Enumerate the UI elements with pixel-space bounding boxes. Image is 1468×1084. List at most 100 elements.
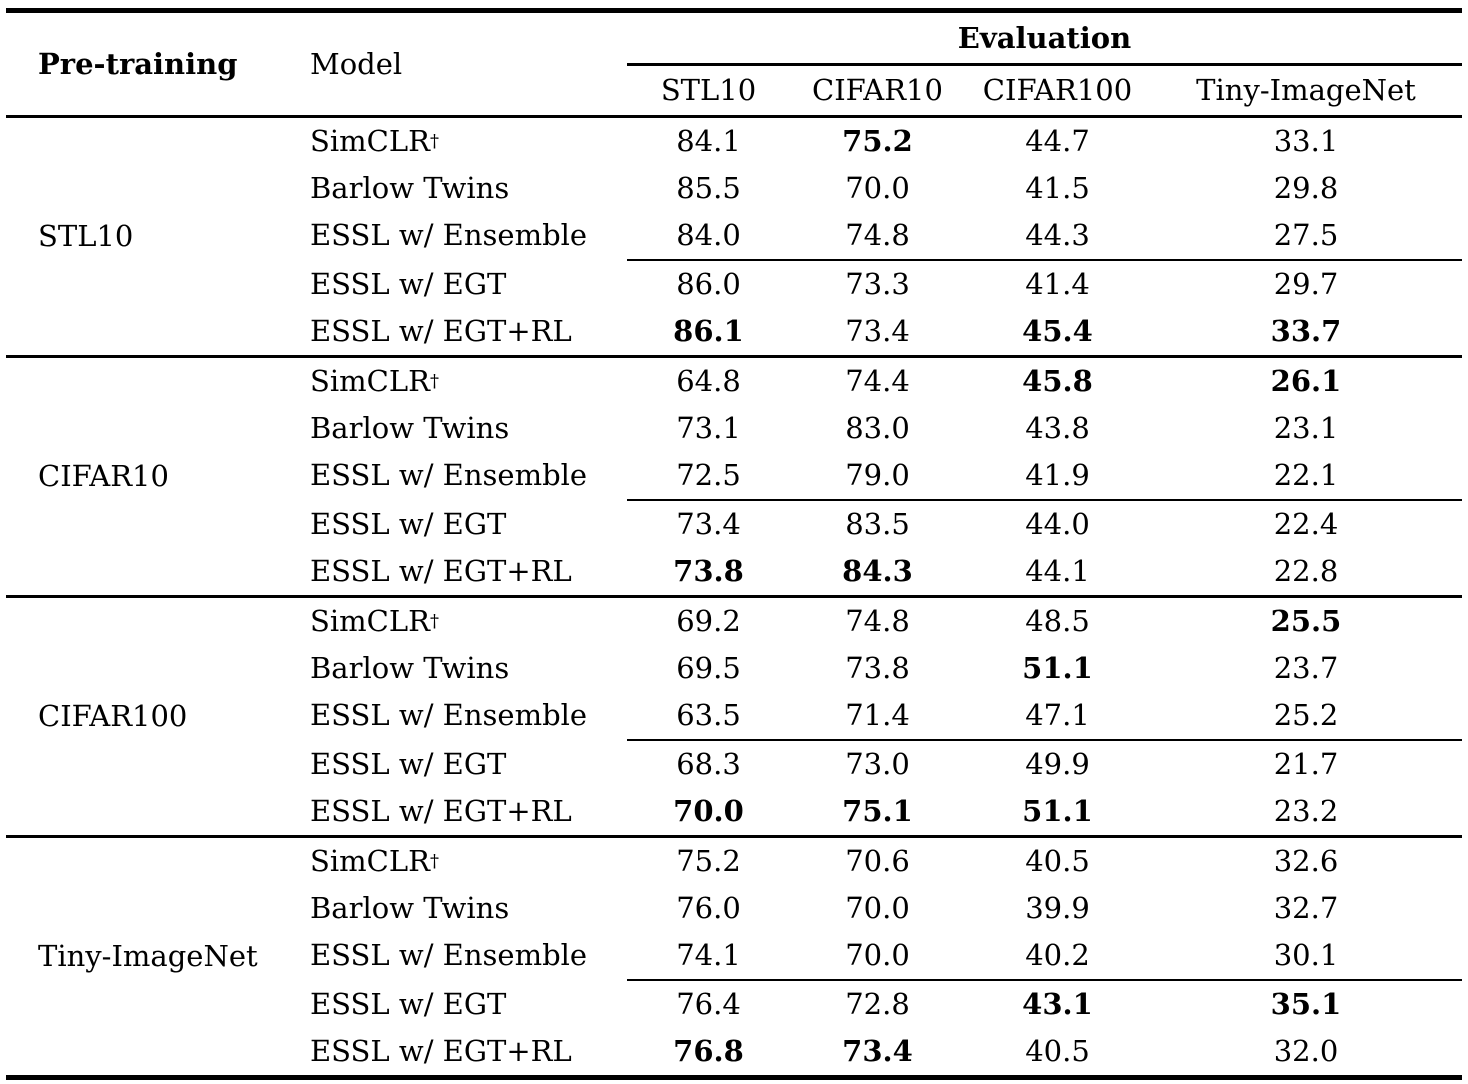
value-cell: 32.0 bbox=[1273, 1034, 1339, 1068]
value-cell: 22.8 bbox=[1273, 554, 1339, 588]
value-cell: 32.6 bbox=[1273, 844, 1339, 878]
value-cell: 27.5 bbox=[1273, 218, 1339, 252]
value-cell: 40.5 bbox=[1025, 844, 1090, 878]
table-row: ESSL w/ EGT 76.4 72.8 43.1 35.1 bbox=[306, 981, 1462, 1028]
table-body: STL10 SimCLR † 84.1 75.2 44.7 33.1 Barlow Twins… bbox=[6, 118, 1462, 1075]
value-cell: 45.4 bbox=[1022, 314, 1093, 348]
evaluation-underline bbox=[627, 63, 1462, 66]
column-header-tiny-imagenet: Tiny-ImageNet bbox=[1196, 73, 1416, 107]
value-cell: 23.1 bbox=[1273, 411, 1339, 445]
table-row: ESSL w/ EGT 73.4 83.5 44.0 22.4 bbox=[306, 501, 1462, 548]
value-cell: 73.4 bbox=[842, 1034, 913, 1068]
value-cell: 69.2 bbox=[676, 604, 741, 638]
value-cell: 73.0 bbox=[845, 747, 910, 781]
value-cell: 25.2 bbox=[1273, 698, 1339, 732]
pretraining-label: CIFAR10 bbox=[38, 459, 169, 493]
column-header-pretraining: Pre-training bbox=[38, 46, 238, 81]
value-cell: 23.2 bbox=[1273, 794, 1339, 828]
model-name: ESSL w/ EGT+RL bbox=[310, 314, 572, 348]
value-cell: 76.4 bbox=[676, 987, 741, 1021]
value-cell: 83.5 bbox=[845, 507, 910, 541]
value-cell: 86.0 bbox=[676, 267, 741, 301]
column-header-cifar100: CIFAR100 bbox=[982, 73, 1133, 107]
block-separator-rule bbox=[6, 355, 1462, 358]
model-name: ESSL w/ EGT+RL bbox=[310, 794, 572, 828]
value-cell: 49.9 bbox=[1025, 747, 1090, 781]
table-row: ESSL w/ Ensemble 72.5 79.0 41.9 22.1 bbox=[306, 452, 1462, 499]
table-row: ESSL w/ EGT 86.0 73.3 41.4 29.7 bbox=[306, 261, 1462, 308]
value-cell: 40.5 bbox=[1025, 1034, 1090, 1068]
value-cell: 84.1 bbox=[676, 124, 741, 158]
partial-mid-rule bbox=[627, 739, 1462, 741]
model-name: ESSL w/ EGT bbox=[310, 267, 507, 301]
model-name: ESSL w/ EGT+RL bbox=[310, 554, 572, 588]
model-name: ESSL w/ Ensemble bbox=[310, 698, 588, 732]
model-name: SimCLR † bbox=[310, 124, 439, 158]
pretraining-block-cifar10: CIFAR10 SimCLR † 64.8 74.4 45.8 26.1 Barlow Twi… bbox=[6, 358, 1462, 595]
table-row: ESSL w/ Ensemble 63.5 71.4 47.1 25.2 bbox=[306, 692, 1462, 739]
table-row: SimCLR † 64.8 74.4 45.8 26.1 bbox=[306, 358, 1462, 405]
value-cell: 25.5 bbox=[1270, 604, 1342, 638]
evaluation-header-group: Evaluation STL10 CIFAR10 CIFAR100 Tiny-Imag… bbox=[627, 13, 1462, 115]
model-name: SimCLR † bbox=[310, 364, 439, 398]
model-name: Barlow Twins bbox=[310, 651, 510, 685]
value-cell: 35.1 bbox=[1270, 987, 1342, 1021]
value-cell: 70.0 bbox=[673, 794, 744, 828]
table-row: Barlow Twins 73.1 83.0 43.8 23.1 bbox=[306, 405, 1462, 452]
value-cell: 41.5 bbox=[1025, 171, 1090, 205]
model-name: ESSL w/ EGT+RL bbox=[310, 1034, 572, 1068]
value-cell: 63.5 bbox=[676, 698, 741, 732]
value-cell: 73.4 bbox=[676, 507, 741, 541]
pretraining-block-stl10: STL10 SimCLR † 84.1 75.2 44.7 33.1 Barlow Twins… bbox=[6, 118, 1462, 355]
column-header-model: Model bbox=[310, 46, 403, 81]
table-row: ESSL w/ EGT+RL 76.8 73.4 40.5 32.0 bbox=[306, 1028, 1462, 1075]
block-separator-rule bbox=[6, 835, 1462, 838]
value-cell: 21.7 bbox=[1273, 747, 1339, 781]
evaluation-subheader-row: STL10 CIFAR10 CIFAR100 Tiny-ImageNet bbox=[627, 66, 1462, 115]
model-name: ESSL w/ EGT bbox=[310, 507, 507, 541]
pretraining-label: Tiny-ImageNet bbox=[38, 939, 258, 973]
value-cell: 39.9 bbox=[1025, 891, 1090, 925]
value-cell: 86.1 bbox=[673, 314, 744, 348]
value-cell: 70.0 bbox=[845, 891, 910, 925]
model-name: Barlow Twins bbox=[310, 891, 510, 925]
table-row: ESSL w/ EGT+RL 73.8 84.3 44.1 22.8 bbox=[306, 548, 1462, 595]
value-cell: 79.0 bbox=[845, 458, 910, 492]
model-name: Barlow Twins bbox=[310, 171, 510, 205]
value-cell: 44.0 bbox=[1025, 507, 1090, 541]
value-cell: 74.4 bbox=[845, 364, 910, 398]
model-name: Barlow Twins bbox=[310, 411, 510, 445]
value-cell: 64.8 bbox=[676, 364, 741, 398]
value-cell: 48.5 bbox=[1025, 604, 1090, 638]
value-cell: 23.7 bbox=[1273, 651, 1339, 685]
value-cell: 71.4 bbox=[845, 698, 910, 732]
value-cell: 73.1 bbox=[676, 411, 741, 445]
value-cell: 43.1 bbox=[1022, 987, 1093, 1021]
value-cell: 74.8 bbox=[845, 218, 910, 252]
value-cell: 73.8 bbox=[845, 651, 910, 685]
value-cell: 68.3 bbox=[676, 747, 741, 781]
model-name: SimCLR † bbox=[310, 604, 439, 638]
pretraining-label: STL10 bbox=[38, 219, 134, 253]
column-header-stl10: STL10 bbox=[660, 73, 757, 107]
value-cell: 74.8 bbox=[845, 604, 910, 638]
partial-mid-rule bbox=[627, 979, 1462, 981]
value-cell: 83.0 bbox=[845, 411, 910, 445]
partial-mid-rule bbox=[627, 499, 1462, 501]
value-cell: 33.1 bbox=[1273, 124, 1339, 158]
value-cell: 84.3 bbox=[842, 554, 913, 588]
value-cell: 72.5 bbox=[676, 458, 741, 492]
value-cell: 51.1 bbox=[1022, 651, 1093, 685]
value-cell: 76.0 bbox=[676, 891, 741, 925]
block-separator-rule bbox=[6, 595, 1462, 598]
table-row: ESSL w/ EGT 68.3 73.0 49.9 21.7 bbox=[306, 741, 1462, 788]
value-cell: 75.1 bbox=[842, 794, 913, 828]
value-cell: 73.8 bbox=[673, 554, 744, 588]
top-rule bbox=[6, 8, 1462, 13]
value-cell: 41.9 bbox=[1025, 458, 1090, 492]
table-row: Barlow Twins 69.5 73.8 51.1 23.7 bbox=[306, 645, 1462, 692]
table-row: ESSL w/ EGT+RL 70.0 75.1 51.1 23.2 bbox=[306, 788, 1462, 835]
model-name: ESSL w/ Ensemble bbox=[310, 218, 588, 252]
table-row: SimCLR † 69.2 74.8 48.5 25.5 bbox=[306, 598, 1462, 645]
